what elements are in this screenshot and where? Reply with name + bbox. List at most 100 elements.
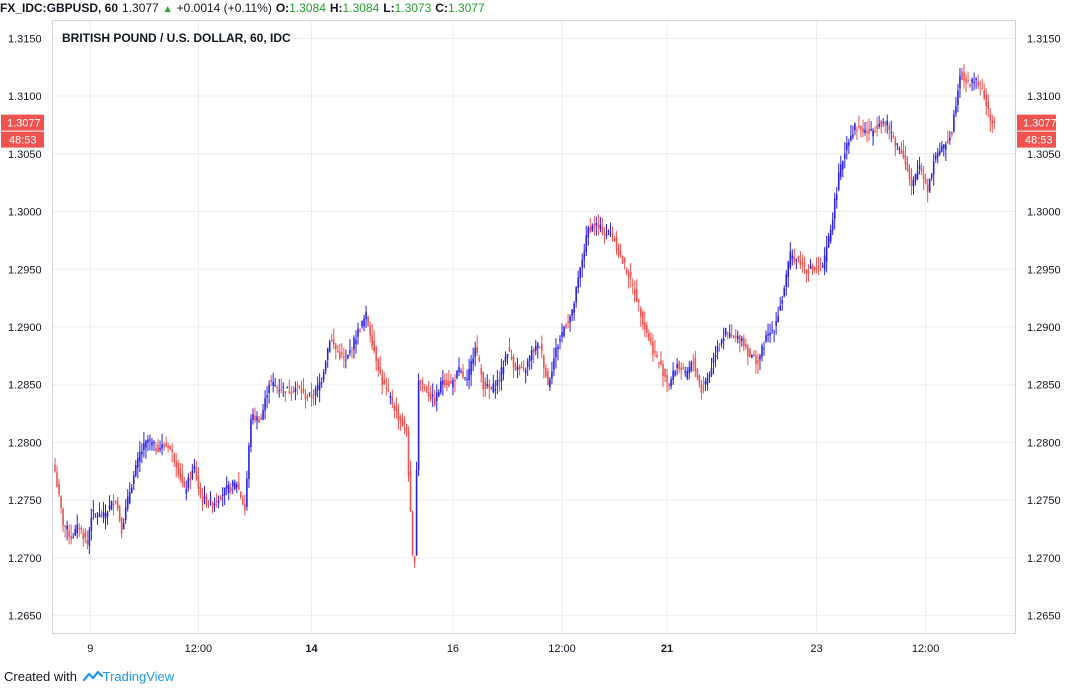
candle-body bbox=[757, 360, 759, 363]
candle-body bbox=[508, 347, 511, 352]
candle-body bbox=[502, 367, 505, 375]
candle-body bbox=[736, 335, 739, 340]
candle-body bbox=[300, 389, 303, 394]
candle-body bbox=[401, 419, 404, 426]
candle-body bbox=[381, 374, 384, 386]
candle-body bbox=[981, 88, 983, 90]
candle-body bbox=[543, 356, 545, 369]
candle-body bbox=[932, 161, 935, 175]
candle-body bbox=[361, 320, 363, 327]
candle-body bbox=[227, 484, 230, 493]
candle-body bbox=[425, 386, 428, 393]
candle-body bbox=[155, 448, 157, 452]
candle-body bbox=[825, 246, 828, 262]
candle-body bbox=[452, 380, 454, 388]
candle-body bbox=[866, 131, 868, 133]
candle-body bbox=[248, 445, 250, 479]
candle-body bbox=[464, 377, 466, 379]
candle-body bbox=[66, 525, 68, 530]
candle-body bbox=[490, 386, 493, 390]
candle-body bbox=[236, 484, 238, 488]
countdown-badge-text: 48:53 bbox=[1025, 135, 1053, 147]
y-axis-right: 1.2650 1.2700 1.2750 1.2800 1.2850 1.2900 1.29… bbox=[1027, 33, 1061, 622]
candle-body bbox=[551, 371, 553, 379]
candle-body bbox=[270, 379, 272, 382]
candle-body bbox=[769, 332, 771, 336]
candle-body bbox=[242, 498, 244, 505]
low-label: L:1.3073 bbox=[383, 1, 432, 15]
candle-body bbox=[512, 356, 515, 368]
candle-body bbox=[728, 332, 731, 338]
candle-body bbox=[886, 120, 889, 126]
candle-body bbox=[918, 165, 921, 170]
candle-body bbox=[104, 513, 107, 519]
candle-body bbox=[874, 131, 876, 133]
candle-body bbox=[189, 478, 192, 481]
candle-body bbox=[70, 535, 72, 540]
candle-series[interactable] bbox=[54, 64, 996, 568]
candle-body bbox=[890, 131, 893, 133]
candle-body bbox=[793, 256, 796, 262]
candle-body bbox=[435, 392, 438, 401]
candle-body bbox=[759, 355, 761, 360]
y-tick-label-left: 1.3050 bbox=[8, 149, 42, 161]
candle-body bbox=[741, 338, 743, 342]
candle-body bbox=[686, 370, 689, 379]
y-tick-label-left: 1.3000 bbox=[8, 207, 42, 219]
candle-body bbox=[660, 360, 662, 365]
candle-body bbox=[908, 168, 911, 179]
candle-body bbox=[989, 114, 992, 122]
last-price-badge-right bbox=[1017, 114, 1056, 131]
candle-body bbox=[288, 391, 291, 394]
candle-body bbox=[771, 329, 773, 331]
candle-body bbox=[870, 129, 872, 131]
candle-body bbox=[627, 272, 630, 279]
candle-body bbox=[571, 309, 573, 316]
candle-body bbox=[427, 392, 430, 397]
candle-body bbox=[215, 500, 218, 503]
candle-body bbox=[749, 348, 751, 358]
candle-body bbox=[80, 528, 83, 530]
candle-body bbox=[213, 503, 216, 506]
y-tick-label-right: 1.2700 bbox=[1027, 553, 1061, 565]
candle-body bbox=[650, 337, 652, 343]
candle-body bbox=[163, 444, 165, 447]
candle-body bbox=[623, 258, 626, 263]
candle-body bbox=[159, 448, 161, 450]
countdown-badge bbox=[1, 131, 44, 148]
candle-body bbox=[611, 236, 614, 238]
candle-body bbox=[284, 391, 287, 394]
candle-body bbox=[585, 235, 588, 252]
x-tick-label: 12:00 bbox=[912, 643, 940, 655]
candle-body bbox=[456, 370, 458, 379]
candle-body bbox=[710, 367, 713, 376]
candle-body bbox=[153, 441, 155, 444]
price-chart[interactable]: 1.2650 1.2700 1.2750 1.2800 1.2850 1.2900 1.29… bbox=[0, 0, 1071, 668]
candle-body bbox=[201, 498, 204, 503]
y-tick-label-left: 1.3100 bbox=[8, 91, 42, 103]
candle-body bbox=[518, 365, 521, 370]
candle-body bbox=[294, 387, 297, 393]
candle-body bbox=[151, 442, 153, 446]
candle-body bbox=[312, 397, 315, 399]
candle-body bbox=[167, 445, 169, 448]
candle-body bbox=[516, 367, 519, 369]
candle-body bbox=[316, 385, 319, 390]
candle-body bbox=[868, 128, 870, 134]
candle-body bbox=[642, 312, 644, 325]
candle-body bbox=[468, 368, 470, 380]
candle-body bbox=[559, 338, 561, 342]
candle-body bbox=[355, 340, 357, 345]
candle-body bbox=[724, 328, 727, 336]
candle-body bbox=[734, 336, 737, 338]
candle-body bbox=[379, 366, 382, 374]
candle-body bbox=[187, 477, 190, 488]
tradingview-brand[interactable]: TradingView bbox=[102, 669, 175, 684]
candle-body bbox=[504, 356, 507, 362]
candle-body bbox=[714, 354, 717, 358]
candle-body bbox=[702, 387, 705, 389]
candle-body bbox=[704, 381, 707, 385]
candle-body bbox=[747, 346, 749, 357]
candle-body bbox=[96, 516, 99, 518]
candle-body bbox=[185, 489, 188, 494]
